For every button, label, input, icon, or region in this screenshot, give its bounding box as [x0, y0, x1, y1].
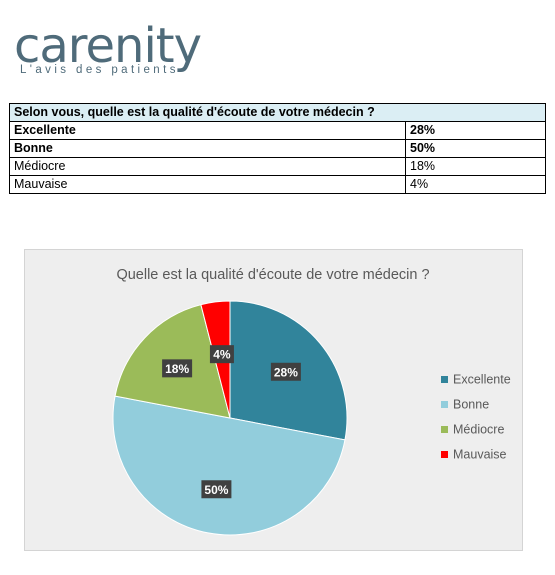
chart-title: Quelle est la qualité d'écoute de votre …	[116, 267, 429, 283]
data-label-box	[270, 362, 301, 381]
legend-label: Bonne	[453, 398, 489, 412]
row-value: 4%	[405, 175, 546, 194]
legend-label: Excellente	[453, 373, 511, 387]
row-value: 28%	[405, 121, 546, 140]
legend-swatch	[441, 401, 448, 408]
legend-swatch	[441, 376, 448, 383]
data-label: 18%	[165, 362, 189, 376]
legend-label: Mauvaise	[453, 448, 507, 462]
pie-slice	[112, 395, 346, 536]
data-label: 28%	[274, 365, 298, 379]
carenity-logo: carenity L'avis des patients	[12, 18, 212, 84]
logo-tagline: L'avis des patients	[20, 64, 179, 76]
data-label-box	[201, 480, 232, 499]
data-label: 50%	[204, 483, 228, 497]
data-label-box	[209, 345, 234, 364]
table-row: Mauvaise 4%	[9, 175, 546, 194]
logo-wordmark: carenity	[14, 18, 202, 74]
row-label: Bonne	[9, 139, 406, 158]
data-label-box	[162, 359, 193, 378]
results-table: Selon vous, quelle est la qualité d'écou…	[9, 103, 546, 194]
legend-swatch	[441, 451, 448, 458]
table-header-row: Selon vous, quelle est la qualité d'écou…	[9, 103, 546, 122]
table-row: Médiocre 18%	[9, 157, 546, 176]
legend-swatch	[441, 426, 448, 433]
table-question: Selon vous, quelle est la qualité d'écou…	[9, 103, 546, 122]
table-row: Excellente 28%	[9, 121, 546, 140]
row-label: Mauvaise	[9, 175, 406, 194]
pie-chart-panel: Quelle est la qualité d'écoute de votre …	[24, 249, 523, 551]
row-label: Médiocre	[9, 157, 406, 176]
pie-chart: Quelle est la qualité d'écoute de votre …	[112, 267, 511, 536]
data-label: 4%	[213, 348, 231, 362]
row-label: Excellente	[9, 121, 406, 140]
row-value: 18%	[405, 157, 546, 176]
legend-label: Médiocre	[453, 423, 504, 437]
row-value: 50%	[405, 139, 546, 158]
table-row: Bonne 50%	[9, 139, 546, 158]
